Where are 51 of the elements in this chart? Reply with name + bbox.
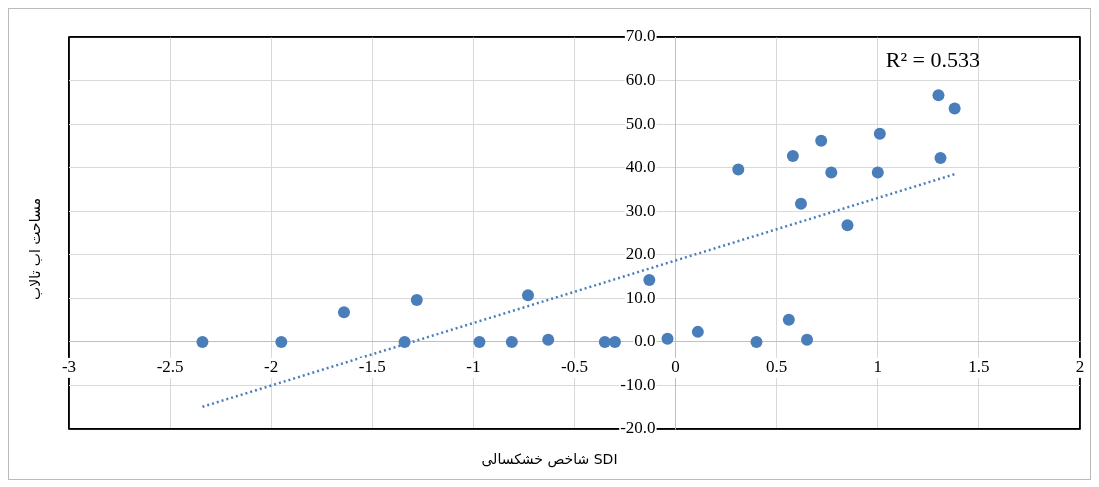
annotation: R² = 0.533 — [885, 47, 980, 72]
point — [275, 335, 288, 348]
point — [337, 306, 350, 319]
point — [750, 335, 763, 348]
point — [521, 289, 534, 302]
y-tick-label: 0.0 — [634, 331, 656, 351]
point — [598, 335, 611, 348]
point — [410, 294, 423, 307]
y-tick-label: 40.0 — [625, 157, 656, 177]
point — [794, 197, 807, 210]
point — [542, 333, 555, 346]
point — [732, 163, 745, 176]
x-tick-label: 1.5 — [968, 357, 990, 377]
x-tick-label: 0.5 — [766, 357, 788, 377]
y-tick-label: 20.0 — [625, 244, 656, 264]
y-tick-label: 50.0 — [625, 113, 656, 133]
point — [782, 313, 795, 326]
point — [815, 134, 828, 147]
x-tick-label: 1 — [873, 357, 883, 377]
y-tick-label: -20.0 — [620, 418, 656, 438]
point — [643, 274, 656, 287]
x-tick-label: -2 — [264, 357, 279, 377]
point — [786, 149, 799, 162]
point — [932, 89, 945, 102]
point — [661, 332, 674, 345]
y-tick-label: 30.0 — [625, 200, 656, 220]
point — [505, 335, 518, 348]
y-tick-label: 60.0 — [625, 70, 656, 90]
point — [841, 219, 854, 232]
point — [801, 333, 814, 346]
point — [948, 102, 961, 115]
point — [871, 166, 884, 179]
y-tick-label: -10.0 — [620, 374, 656, 394]
point — [398, 335, 411, 348]
x-tick-label: -0.5 — [561, 357, 588, 377]
point — [934, 152, 947, 165]
point — [691, 325, 704, 338]
y-axis-title: مساحت اب تالاب — [27, 198, 43, 300]
x-tick-label: -1.5 — [358, 357, 386, 377]
x-tick-label: -3 — [61, 357, 77, 377]
point — [473, 335, 486, 348]
x-tick-label: 0 — [671, 357, 680, 377]
y-tick-label: 70.0 — [625, 26, 656, 46]
y-tick-label: 10.0 — [625, 287, 656, 307]
x-tick-label: -1 — [466, 357, 481, 377]
x-tick-label: -2.5 — [156, 357, 184, 377]
point — [196, 335, 209, 348]
point — [825, 166, 838, 179]
x-axis-title: شاخص خشکسالی SDI — [480, 451, 619, 467]
point — [873, 127, 886, 140]
x-tick-label: 2 — [1075, 357, 1085, 377]
